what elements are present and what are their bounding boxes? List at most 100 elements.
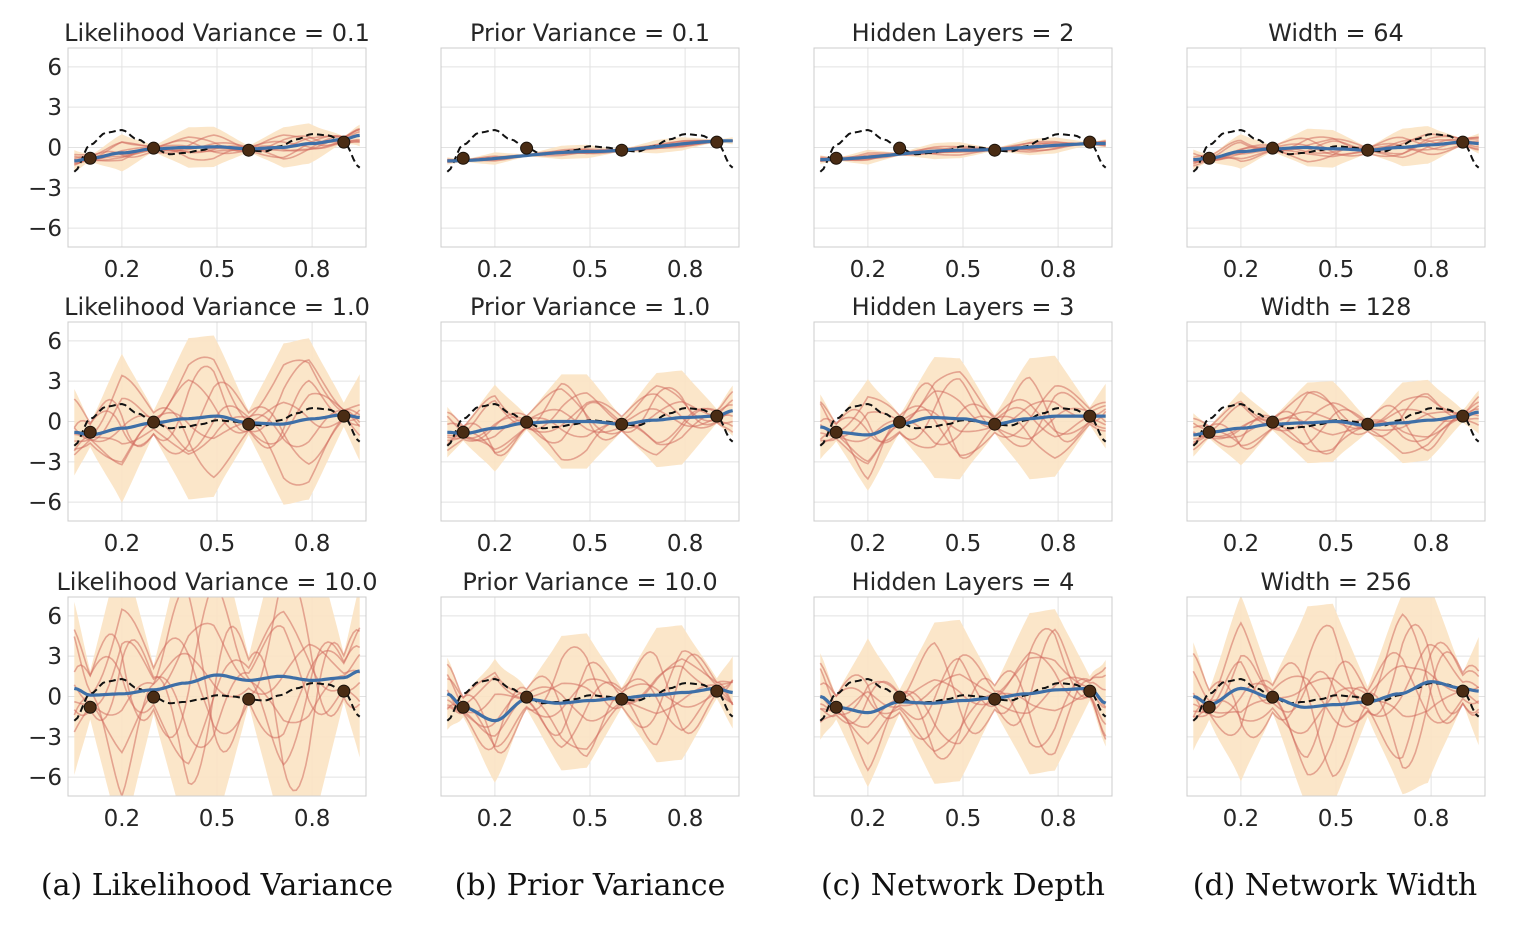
x-tick-label-2: 0.8 [294,806,331,832]
sample-line-6 [74,128,360,160]
axes-frame [1186,47,1486,248]
sample-line-1 [73,608,361,739]
sample-line-7 [1193,390,1480,450]
observation-point-1 [829,151,843,165]
y-tick-label-3: −3 [28,450,62,476]
sample-line-5 [73,379,361,466]
observation-point-2 [1266,141,1280,155]
x-tick-label-1: 0.5 [1318,257,1355,283]
sample-line-8 [820,628,1107,740]
mean-line [446,686,733,723]
x-tick-label-1: 0.5 [1318,531,1355,557]
y-tick-label-1: 3 [47,95,62,121]
observation-point-1 [1202,151,1216,165]
observation-point-1 [456,700,470,714]
observation-point-4 [710,135,724,149]
observation-point-4 [337,684,351,698]
observation-point-2 [520,415,534,429]
mean-line [1193,410,1479,437]
mean-line [447,139,733,163]
x-tick-label-0: 0.2 [1223,531,1260,557]
sample-line-7 [1193,650,1480,769]
sample-line-7 [819,378,1107,448]
sample-line-6 [447,408,734,442]
x-tick-label-2: 0.8 [294,257,331,283]
sample-line-7 [446,651,734,758]
mean-line [1193,140,1479,162]
observation-point-2 [147,690,161,704]
sample-line-1 [447,658,733,750]
observation-point-3 [1361,143,1375,157]
x-tick-label-1: 0.5 [945,806,982,832]
plot-area [819,355,1107,491]
sample-line-6 [1192,613,1480,778]
plot-area [446,625,734,783]
x-tick-label-0: 0.2 [1223,257,1260,283]
observation-point-4 [337,409,351,423]
panel-8: Width = 128 0.2 0.5 0.8 [1186,293,1486,557]
sample-line-4 [74,643,361,716]
true-function-line [73,402,361,447]
x-tick-label-2: 0.8 [667,806,704,832]
observation-point-3 [988,692,1002,706]
sample-line-8 [73,365,361,449]
sample-line-2 [819,673,1106,745]
true-function-line [73,677,361,722]
y-tick-label-4: −6 [28,490,62,516]
observation-point-1 [829,425,843,439]
plot-area [819,609,1107,788]
observation-point-3 [615,417,629,431]
panel-title: Hidden Layers = 4 [852,568,1075,596]
panel-title: Width = 256 [1261,568,1412,596]
mean-line [74,133,360,163]
panel-2: Prior Variance = 0.1 0.2 0.5 0.8 [440,19,740,283]
sample-line-5 [820,400,1107,443]
y-tick-label-4: −6 [28,216,62,242]
y-tick-label-0: 6 [47,604,62,630]
sample-line-8 [73,625,361,792]
x-tick-label-2: 0.8 [1040,806,1077,832]
plot-area [1192,126,1480,173]
x-tick-label-0: 0.2 [104,257,141,283]
caption-c: (c) Network Depth [821,868,1105,903]
sample-line-5 [819,654,1107,748]
sample-line-2 [1193,677,1480,718]
sample-line-4 [1193,136,1479,163]
panel-title: Prior Variance = 10.0 [462,568,717,596]
observation-point-1 [83,700,97,714]
plot-area [73,597,361,796]
sample-line-3 [446,680,733,737]
sample-line-8 [447,382,733,457]
x-tick-label-2: 0.8 [1040,531,1077,557]
observation-point-2 [147,141,161,155]
plot-area [446,370,734,472]
x-tick-label-0: 0.2 [1223,806,1260,832]
mean-line [1192,680,1479,709]
panel-title: Prior Variance = 1.0 [470,293,710,321]
caption-d: (d) Network Width [1192,868,1478,903]
mean-line [820,414,1106,437]
observation-point-1 [83,151,97,165]
x-tick-label-1: 0.5 [945,531,982,557]
plot-area [819,128,1107,173]
observation-point-4 [337,135,351,149]
axes-frame [1186,321,1486,522]
plot-area [1192,597,1480,796]
panel-title: Hidden Layers = 2 [852,19,1075,47]
axes-frame [813,321,1113,522]
sample-line-7 [819,666,1107,760]
sample-line-2 [73,610,361,765]
panel-title: Likelihood Variance = 10.0 [56,568,377,596]
axes-frame [813,596,1113,797]
observation-point-4 [1456,684,1470,698]
mean-line [73,669,361,697]
observation-point-3 [242,692,256,706]
observation-point-2 [893,415,907,429]
axes-frame [67,321,367,522]
mean-line [74,413,360,437]
panel-title: Prior Variance = 0.1 [470,19,710,47]
axes-frame [440,596,740,797]
axes-frame [440,47,740,248]
sample-line-2 [74,356,361,486]
sample-line-8 [1192,623,1480,723]
